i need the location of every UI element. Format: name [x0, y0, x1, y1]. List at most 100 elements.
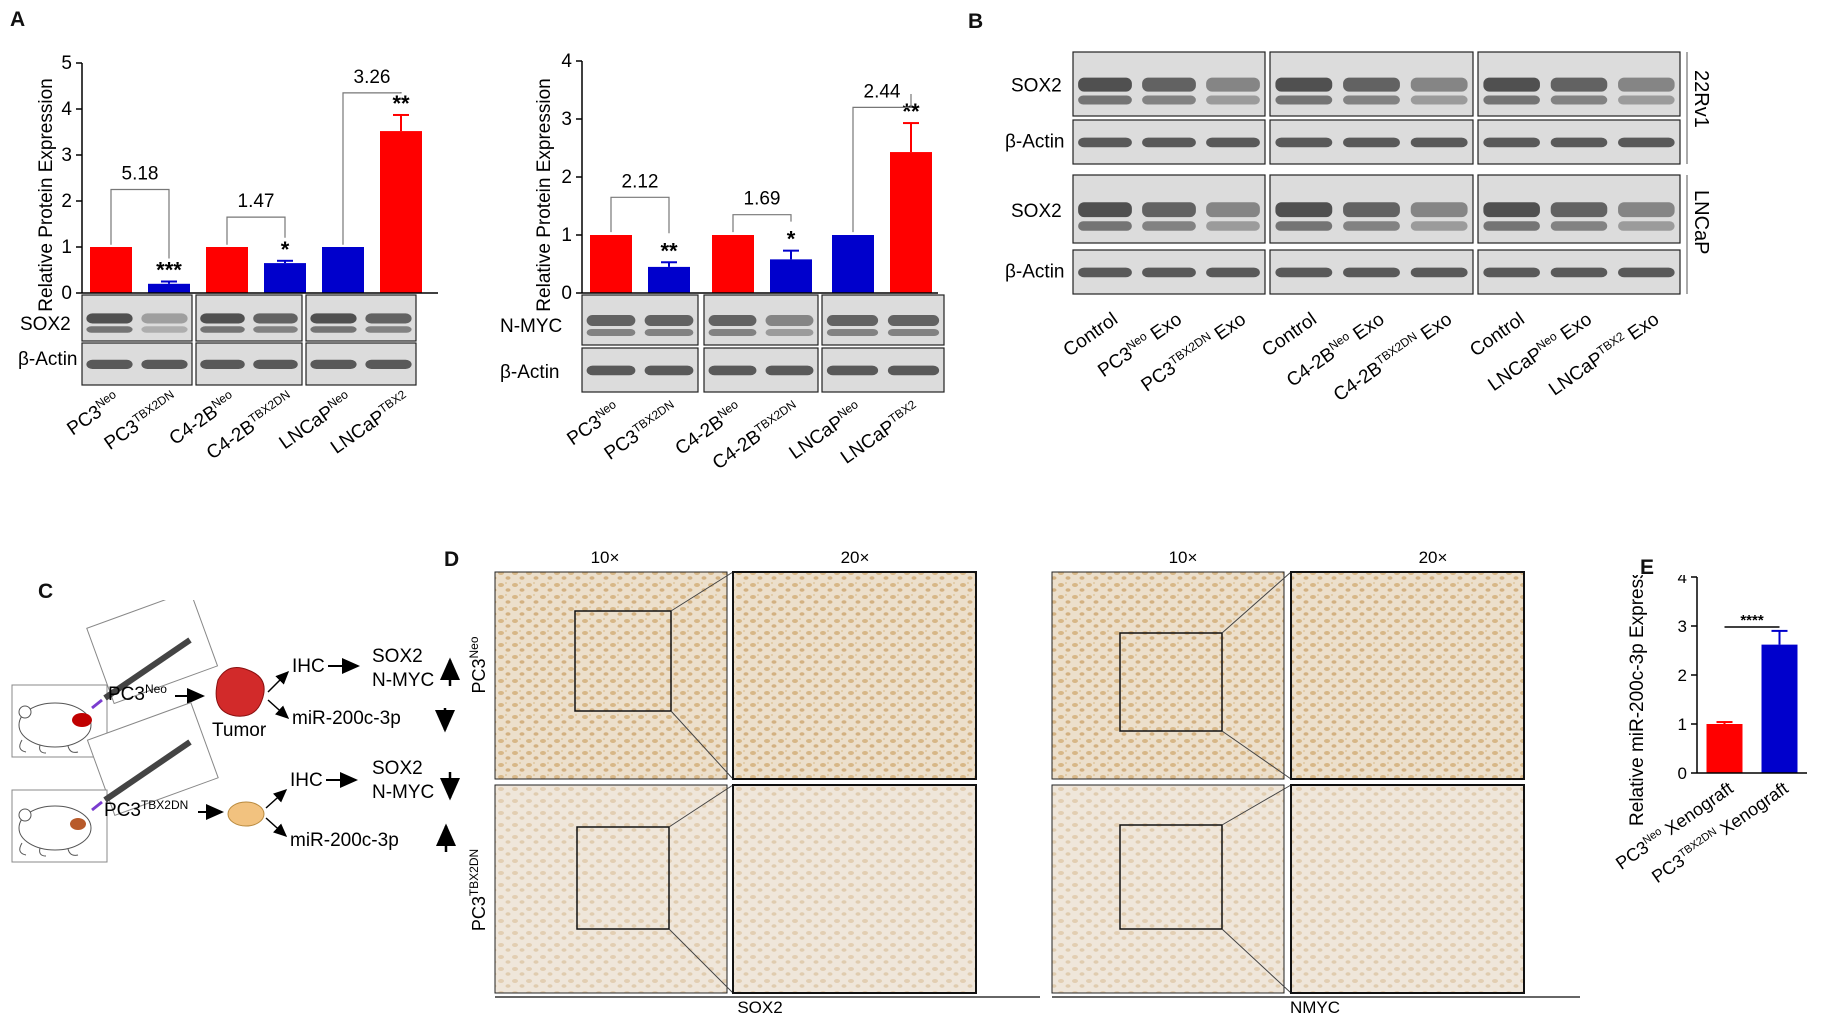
fold-change-label: 1.69 — [744, 189, 781, 210]
blot-band — [141, 313, 188, 324]
blot-band — [1142, 77, 1196, 92]
blot-band — [1343, 137, 1400, 148]
panel-a-left: Relative Protein Expression 012345******… — [18, 53, 438, 464]
blot-band — [1550, 137, 1608, 148]
marker-label-nmyc: NMYC — [1290, 998, 1340, 1015]
y-tick-label: 1 — [61, 237, 72, 258]
blot-band — [644, 315, 694, 326]
blot-band — [1206, 77, 1260, 92]
blot-band — [1275, 77, 1333, 92]
y-tick-label: 3 — [1678, 617, 1687, 636]
blot-band — [1618, 77, 1675, 92]
blot-band — [765, 365, 814, 376]
blot-band — [1142, 202, 1196, 218]
blot-band — [1618, 137, 1675, 148]
nmyc-label-top: N-MYC — [372, 670, 434, 691]
significance-label: **** — [1740, 612, 1764, 629]
panel-label-a: A — [10, 8, 26, 31]
blot-band — [141, 359, 188, 370]
blot-band — [253, 359, 298, 370]
blot-label-actin: β-Actin — [500, 362, 560, 383]
panel-label-e: E — [1640, 556, 1655, 579]
blot-band — [1142, 95, 1196, 105]
ihc-image-sox2-neo-20x — [732, 571, 977, 780]
fold-change-label: 2.12 — [622, 171, 659, 192]
blot-label-actin: β-Actin — [18, 349, 78, 370]
western-blot-exosome: SOX2β-ActinSOX2β-Actin22Rv1LNCaPControlP… — [1005, 51, 1712, 406]
panel-b: SOX2β-ActinSOX2β-Actin22Rv1LNCaPControlP… — [1005, 51, 1712, 406]
cell-line-label: 22Rv1 — [1690, 70, 1712, 128]
blot-band — [644, 329, 694, 336]
mir-label-top: miR-200c-3p — [292, 708, 401, 729]
panel-d-ihc: 10× 20× 10× 20× PC3Neo PC3TBX2DN SOX2 NM… — [467, 548, 1580, 1015]
y-tick-label: 5 — [61, 53, 72, 74]
blot-band — [1343, 221, 1400, 231]
y-axis-label: Relative miR-200c-3p Expression — [1627, 575, 1648, 826]
bar — [380, 131, 422, 293]
blot-band — [1410, 137, 1468, 148]
panel-c-schematic: PC3Neo Tumor IHC SOX2 N-MYC miR-200c-3p … — [11, 600, 460, 863]
nmyc-label-bottom: N-MYC — [372, 782, 434, 803]
blot-row-label: SOX2 — [1011, 76, 1062, 97]
y-tick-label: 0 — [61, 283, 72, 304]
zoom-box — [1119, 632, 1223, 732]
bar — [90, 247, 132, 293]
blot-band — [253, 326, 298, 333]
blot-band — [1483, 202, 1540, 218]
western-blot-sox2: SOX2β-ActinPC3NeoPC3TBX2DNC4-2BNeoC4-2BT… — [18, 294, 417, 464]
ihc-image-nmyc-neo-20x — [1290, 571, 1525, 780]
comparison-bracket — [110, 188, 170, 259]
blot-band — [1618, 221, 1675, 231]
tumor-label: Tumor — [212, 720, 267, 741]
sox2-label-bottom: SOX2 — [372, 758, 423, 779]
panel-label-b: B — [968, 10, 984, 33]
blot-band — [826, 329, 879, 336]
blot-band — [141, 326, 188, 333]
blot-row-label: β-Actin — [1005, 131, 1065, 152]
row-label-pc3neo: PC3Neo — [467, 636, 489, 693]
small-tumor-icon — [227, 801, 265, 827]
blot-band — [1206, 221, 1260, 231]
y-tick-label: 0 — [1678, 764, 1687, 783]
blot-band — [1343, 77, 1400, 92]
blot-band — [1078, 95, 1132, 105]
blot-band — [1483, 137, 1540, 148]
comparison-bracket — [732, 214, 792, 233]
bar — [590, 235, 632, 293]
blot-band — [1142, 267, 1196, 278]
blot-band — [1206, 267, 1260, 278]
blot-band — [1550, 221, 1608, 231]
bar — [1706, 724, 1743, 773]
bar — [890, 152, 932, 293]
blot-band — [1206, 202, 1260, 218]
blot-band — [1410, 77, 1468, 92]
y-tick-label: 2 — [561, 167, 572, 188]
blot-band — [1550, 267, 1608, 278]
lane-label: C4-2BTBX2DN Exo — [1329, 307, 1456, 406]
blot-band — [1078, 202, 1132, 218]
mouse-injection-bottom — [11, 701, 219, 863]
blot-band — [1618, 267, 1675, 278]
blot-band — [708, 315, 757, 326]
fold-change-label: 3.26 — [354, 67, 391, 88]
sox2-label-top: SOX2 — [372, 646, 423, 667]
ihc-image-sox2-dn-10x — [494, 784, 728, 994]
blot-band — [1410, 95, 1468, 105]
blot-band — [887, 365, 940, 376]
bar — [322, 247, 364, 293]
blot-band — [1206, 95, 1260, 105]
blot-band — [365, 359, 412, 370]
blot-band — [1410, 202, 1468, 218]
lane-label: LNCaPTBX2 Exo — [1544, 307, 1663, 400]
panel-label-c: C — [38, 580, 54, 603]
bar — [648, 266, 690, 293]
blot-band — [1550, 202, 1608, 218]
blot-band — [586, 329, 636, 336]
y-tick-label: 4 — [561, 51, 572, 72]
comparison-bracket — [852, 94, 912, 233]
mag-label: 10× — [591, 548, 620, 567]
bar — [264, 263, 306, 293]
